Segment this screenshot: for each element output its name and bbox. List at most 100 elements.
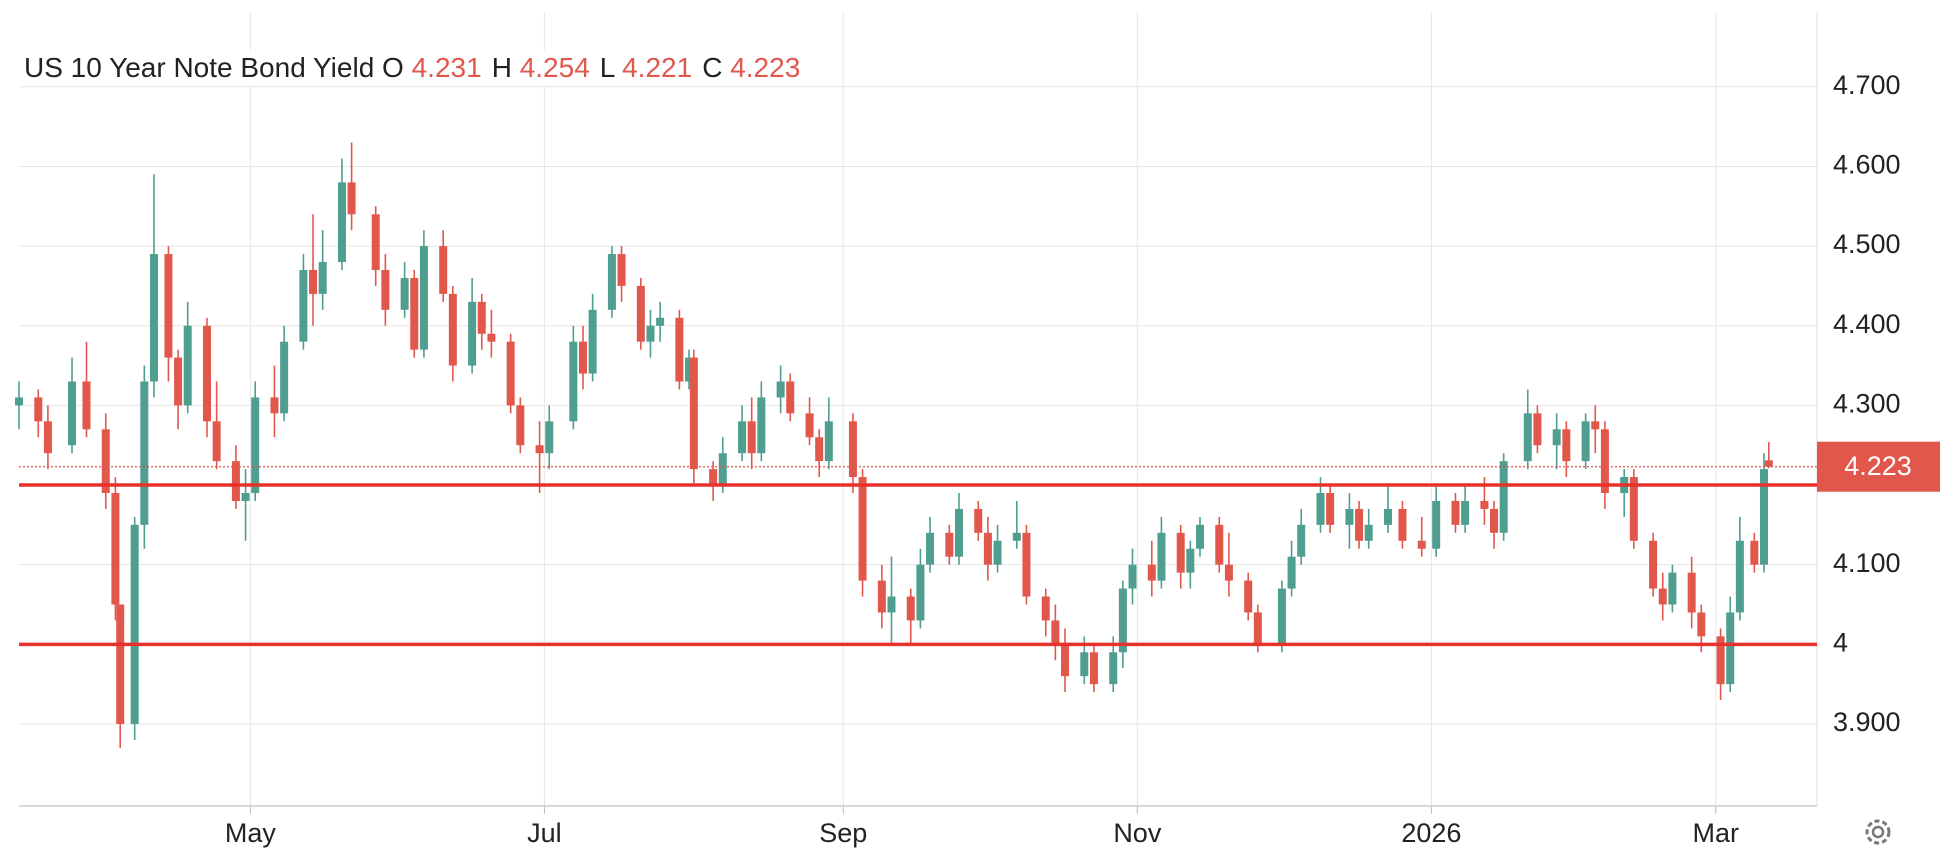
candle-body — [1224, 564, 1233, 581]
candle-body — [1499, 461, 1508, 533]
grid — [19, 12, 1817, 806]
candle-body — [578, 341, 587, 374]
candle-body — [656, 317, 665, 326]
candle-body — [718, 453, 727, 486]
candle-body — [993, 540, 1002, 565]
ohlc-value: 4.231 — [411, 52, 482, 83]
candle-body — [111, 492, 120, 605]
candle-body — [174, 357, 183, 406]
candle-body — [280, 341, 289, 414]
candle-body — [1480, 500, 1489, 509]
candle-body — [1591, 421, 1600, 430]
candle-body — [636, 285, 645, 342]
candle-body — [607, 254, 616, 310]
candle-body — [983, 532, 992, 565]
candle-body — [149, 254, 158, 382]
candle-body — [569, 341, 578, 422]
candle-body — [439, 246, 448, 294]
candle-body — [1726, 612, 1735, 685]
candle-body — [1157, 532, 1166, 581]
ohlc-label: L — [599, 52, 615, 83]
candle-body — [1176, 532, 1185, 573]
candle-body — [419, 246, 428, 350]
candle-body — [1735, 540, 1744, 613]
candle-body — [926, 532, 935, 565]
candle-body — [318, 262, 327, 294]
candle-body — [617, 254, 626, 286]
candle-body — [916, 564, 925, 621]
candle-body — [1461, 500, 1470, 525]
candle-body — [906, 596, 915, 621]
candle-body — [1600, 429, 1609, 493]
x-tick-label: May — [225, 818, 277, 848]
candle-body — [516, 405, 525, 446]
x-tick-label: Sep — [819, 818, 867, 848]
candle-body — [1750, 540, 1759, 565]
candle-body — [1253, 612, 1262, 645]
y-tick-label: 4.100 — [1833, 548, 1901, 578]
candle-body — [1552, 429, 1561, 446]
candle-body — [1080, 652, 1089, 677]
y-tick-label: 4.400 — [1833, 309, 1901, 339]
candle-body — [1186, 548, 1195, 573]
candle-body — [347, 182, 356, 215]
candle-body — [1629, 477, 1638, 541]
candle-body — [68, 381, 77, 446]
candle-body — [1533, 413, 1542, 446]
candle-body — [1195, 524, 1204, 549]
candle-body — [1118, 588, 1127, 653]
candle-body — [747, 421, 756, 454]
candle-body — [15, 397, 23, 406]
legend-header: US 10 Year Note Bond Yield O 4.231 H 4.25… — [14, 50, 821, 86]
candle-body — [43, 421, 52, 454]
candle-body — [212, 421, 221, 462]
candle-body — [140, 381, 149, 525]
candle-body — [824, 421, 833, 462]
candle-body — [1451, 500, 1460, 525]
candle-body — [309, 269, 318, 294]
candle-body — [506, 341, 515, 406]
candle-body — [1051, 620, 1060, 645]
candle-body — [1061, 644, 1070, 677]
candle-body — [251, 397, 260, 493]
x-tick-label: Jul — [527, 818, 562, 848]
candle-body — [1316, 492, 1325, 525]
candle-body — [1658, 588, 1667, 605]
candle-body — [757, 397, 766, 454]
candle-body — [1687, 572, 1696, 613]
candle-body — [477, 301, 486, 334]
settings-icon[interactable] — [1865, 819, 1891, 845]
candle-body — [786, 381, 795, 414]
x-tick-label: 2026 — [1401, 818, 1461, 848]
candle-body — [82, 381, 91, 430]
candle-body — [1490, 508, 1499, 533]
candle-body — [1089, 652, 1098, 685]
candle-body — [1581, 421, 1590, 462]
candle-body — [1523, 413, 1532, 462]
candle-body — [241, 492, 250, 501]
candle-body — [1147, 564, 1156, 581]
candle-body — [815, 437, 824, 462]
last-price-label: 4.223 — [1844, 451, 1912, 481]
candle-body — [1562, 429, 1571, 462]
candle-body — [337, 182, 346, 263]
candle-body — [1345, 508, 1354, 525]
candle-body — [738, 421, 747, 454]
candle-body — [116, 604, 125, 724]
candle-body — [675, 317, 684, 382]
candle-body — [858, 477, 867, 581]
candle-body — [685, 357, 694, 382]
candle-body — [1012, 532, 1021, 541]
candle-body — [34, 397, 43, 422]
candle-body — [545, 421, 554, 454]
candle-body — [1383, 508, 1392, 525]
ohlc-label: C — [702, 52, 723, 83]
candle-body — [1277, 588, 1286, 645]
candle-body — [945, 532, 954, 557]
y-tick-label: 4.500 — [1833, 229, 1901, 259]
candle-body — [1109, 652, 1118, 685]
candle-body — [646, 325, 655, 342]
candle-body — [1022, 532, 1031, 597]
y-tick-label: 4.300 — [1833, 389, 1901, 419]
